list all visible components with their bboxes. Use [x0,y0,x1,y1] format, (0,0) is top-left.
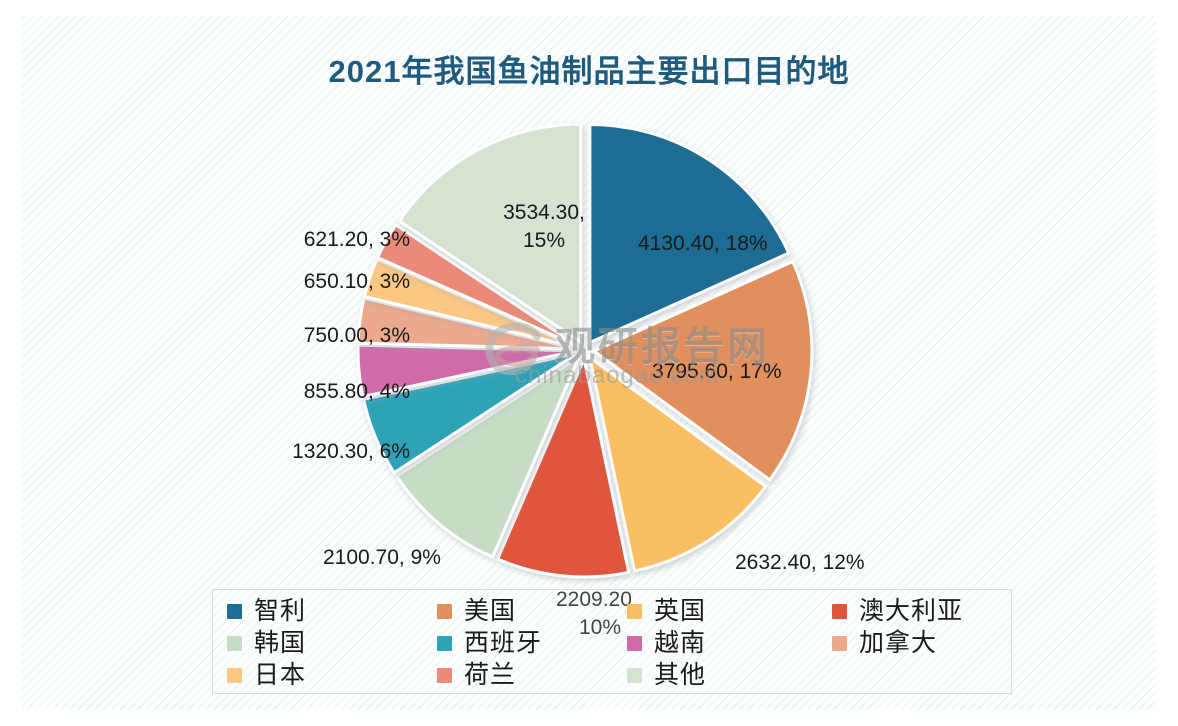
legend-swatch-icon [227,635,242,651]
data-label-usa: 3795.60, 17% [652,360,782,383]
legend-item-西班牙[interactable]: 西班牙 [437,628,627,657]
legend-item-英国[interactable]: 英国 [627,596,832,625]
data-label-uk: 2632.40, 12% [735,551,865,574]
data-label-korea: 2100.70, 9% [323,546,441,569]
legend: 智利 美国 英国 澳大利亚韩国 西班牙 越南 加拿大日本 荷兰 其他 [212,589,1012,694]
legend-swatch-icon [437,667,452,683]
legend-label: 日本 [254,660,307,689]
chart-plate: 2021年我国鱼油制品主要出口目的地 4130.40, 18% 3795.60,… [22,16,1156,710]
legend-swatch-icon [832,635,847,651]
legend-label: 美国 [464,596,517,625]
legend-label: 韩国 [254,628,307,657]
pie-slice[interactable] [495,354,631,579]
legend-label: 西班牙 [464,628,543,657]
data-label-chile: 4130.40, 18% [638,232,768,255]
legend-label: 澳大利亚 [859,596,964,625]
data-label-australia-value: 2209.20 [556,588,632,611]
legend-item-智利[interactable]: 智利 [227,596,437,625]
legend-item-澳大利亚[interactable]: 澳大利亚 [832,596,1027,625]
legend-swatch-icon [437,635,452,651]
data-label-other-value: 3534.30, [503,201,585,224]
legend-item-荷兰[interactable]: 荷兰 [437,660,627,689]
legend-item-韩国[interactable]: 韩国 [227,628,437,657]
legend-label: 智利 [254,596,307,625]
legend-label: 越南 [654,628,707,657]
legend-swatch-icon [627,667,642,683]
data-label-vietnam: 855.80, 4% [303,380,410,403]
legend-swatch-icon [437,603,452,619]
legend-item-越南[interactable]: 越南 [627,628,832,657]
legend-swatch-icon [227,667,242,683]
legend-item-其他[interactable]: 其他 [627,660,832,689]
legend-label: 英国 [654,596,707,625]
legend-swatch-icon [227,603,242,619]
legend-label: 其他 [654,660,707,689]
watermark-logo-icon [485,322,541,376]
legend-swatch-icon [627,603,642,619]
legend-item-日本[interactable]: 日本 [227,660,437,689]
legend-item-美国[interactable]: 美国 [437,596,627,625]
data-label-netherlands: 621.20, 3% [303,228,410,251]
legend-grid: 智利 美国 英国 澳大利亚韩国 西班牙 越南 加拿大日本 荷兰 其他 [213,595,1011,691]
legend-label: 荷兰 [464,660,517,689]
legend-swatch-icon [832,603,847,619]
data-label-australia-percent: 10% [579,616,622,639]
data-label-japan: 650.10, 3% [303,270,410,293]
page-title: 2021年我国鱼油制品主要出口目的地 [328,54,850,89]
legend-item-加拿大[interactable]: 加拿大 [832,628,1027,657]
data-label-canada: 750.00, 3% [303,324,410,347]
legend-label: 加拿大 [859,628,938,657]
data-label-other-percent: 15% [522,229,566,252]
pie-slice[interactable] [587,354,768,573]
legend-swatch-icon [627,635,642,651]
data-label-spain: 1320.30, 6% [292,440,410,463]
pie-slice[interactable] [394,352,583,559]
pie-slice-group [356,122,814,579]
